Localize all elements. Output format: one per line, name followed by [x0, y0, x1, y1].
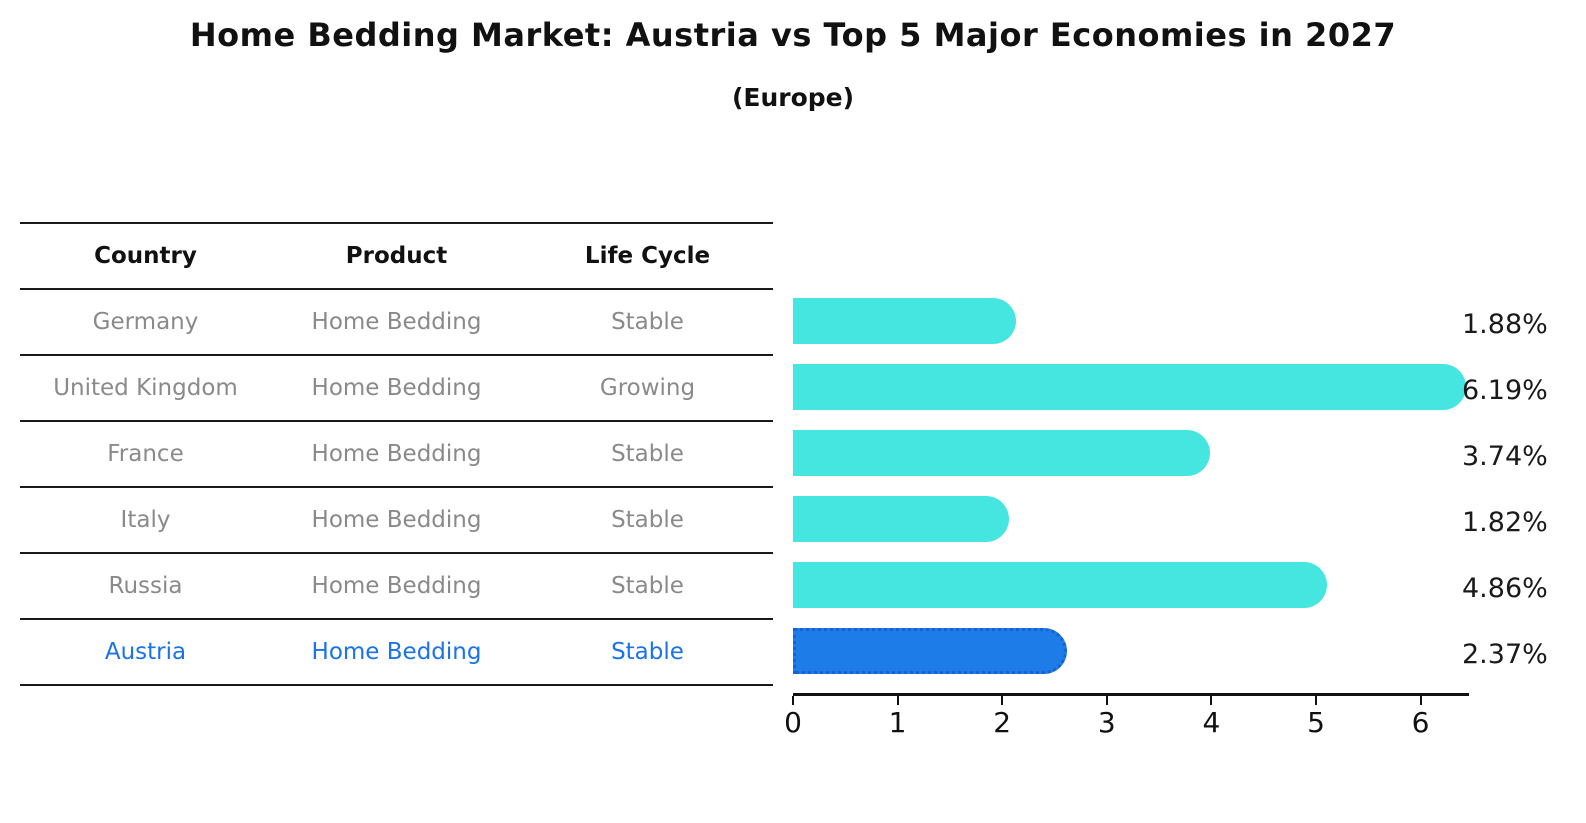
table-header-country: Country: [94, 243, 197, 269]
table-cell-life-cycle: Stable: [611, 507, 684, 533]
table-cell-country: Germany: [92, 309, 199, 335]
table-row: Germany Home Bedding Stable: [20, 288, 773, 354]
table-header-product: Product: [345, 243, 448, 269]
x-axis-tick: [792, 696, 794, 705]
x-axis-tick: [1105, 696, 1108, 705]
x-axis-tick: [1210, 696, 1213, 705]
x-axis-tick-label: 4: [1202, 706, 1221, 739]
country-comparison-table: Country Product Life Cycle Germany Home B…: [20, 222, 773, 686]
table-cell-product: Home Bedding: [311, 507, 482, 533]
table-row: France Home Bedding Stable: [20, 420, 773, 486]
table-row: Austria Home Bedding Stable: [20, 618, 773, 684]
bar-value-label: 2.37%: [1462, 639, 1548, 670]
x-axis-tick: [896, 696, 899, 705]
x-axis-line: [793, 693, 1469, 696]
table-cell-life-cycle: Stable: [611, 639, 684, 665]
bar-germany: [793, 298, 1016, 344]
table-cell-country: Russia: [108, 573, 183, 599]
bar-value-label: 6.19%: [1462, 375, 1548, 406]
x-axis-tick-label: 5: [1307, 706, 1325, 739]
table-header-row: Country Product Life Cycle: [20, 224, 773, 288]
x-axis-tick-label: 6: [1411, 706, 1430, 739]
bar-france: [793, 430, 1211, 476]
table-cell-product: Home Bedding: [311, 375, 482, 401]
x-axis-tick-label: 0: [784, 706, 802, 739]
table-header-life-cycle: Life Cycle: [584, 243, 711, 269]
bar-united-kingdom: [793, 364, 1467, 410]
table-row: Russia Home Bedding Stable: [20, 552, 773, 618]
bar-value-label: 3.74%: [1462, 441, 1548, 472]
bar-italy: [793, 496, 1010, 542]
table-cell-life-cycle: Stable: [611, 573, 684, 599]
table-cell-product: Home Bedding: [311, 309, 482, 335]
table-cell-country: United Kingdom: [53, 375, 238, 401]
bar-value-label: 4.86%: [1462, 573, 1548, 604]
table-cell-life-cycle: Stable: [611, 441, 684, 467]
table-cell-country: Italy: [120, 507, 171, 533]
table-cell-country: Austria: [104, 639, 187, 665]
x-axis-tick-label: 3: [1097, 706, 1116, 739]
x-axis-tick: [1419, 696, 1422, 705]
table-row: Italy Home Bedding Stable: [20, 486, 773, 552]
bar-austria: [793, 628, 1067, 674]
chart-subtitle: (Europe): [731, 83, 855, 112]
x-axis-tick-label: 1: [888, 706, 907, 739]
table-cell-country: France: [107, 441, 184, 467]
chart-title: Home Bedding Market: Austria vs Top 5 Ma…: [189, 16, 1397, 54]
x-axis-tick: [1001, 696, 1004, 705]
x-axis-tick-label: 2: [993, 706, 1012, 739]
bar-value-label: 1.88%: [1462, 309, 1548, 340]
table-cell-product: Home Bedding: [311, 573, 482, 599]
table-cell-life-cycle: Growing: [599, 375, 696, 401]
table-cell-life-cycle: Stable: [611, 309, 684, 335]
x-axis-tick: [1315, 696, 1317, 705]
bar-russia: [793, 562, 1328, 608]
table-cell-product: Home Bedding: [311, 441, 482, 467]
table-row: United Kingdom Home Bedding Growing: [20, 354, 773, 420]
bar-value-label: 1.82%: [1462, 507, 1548, 538]
table-cell-product: Home Bedding: [311, 639, 482, 665]
